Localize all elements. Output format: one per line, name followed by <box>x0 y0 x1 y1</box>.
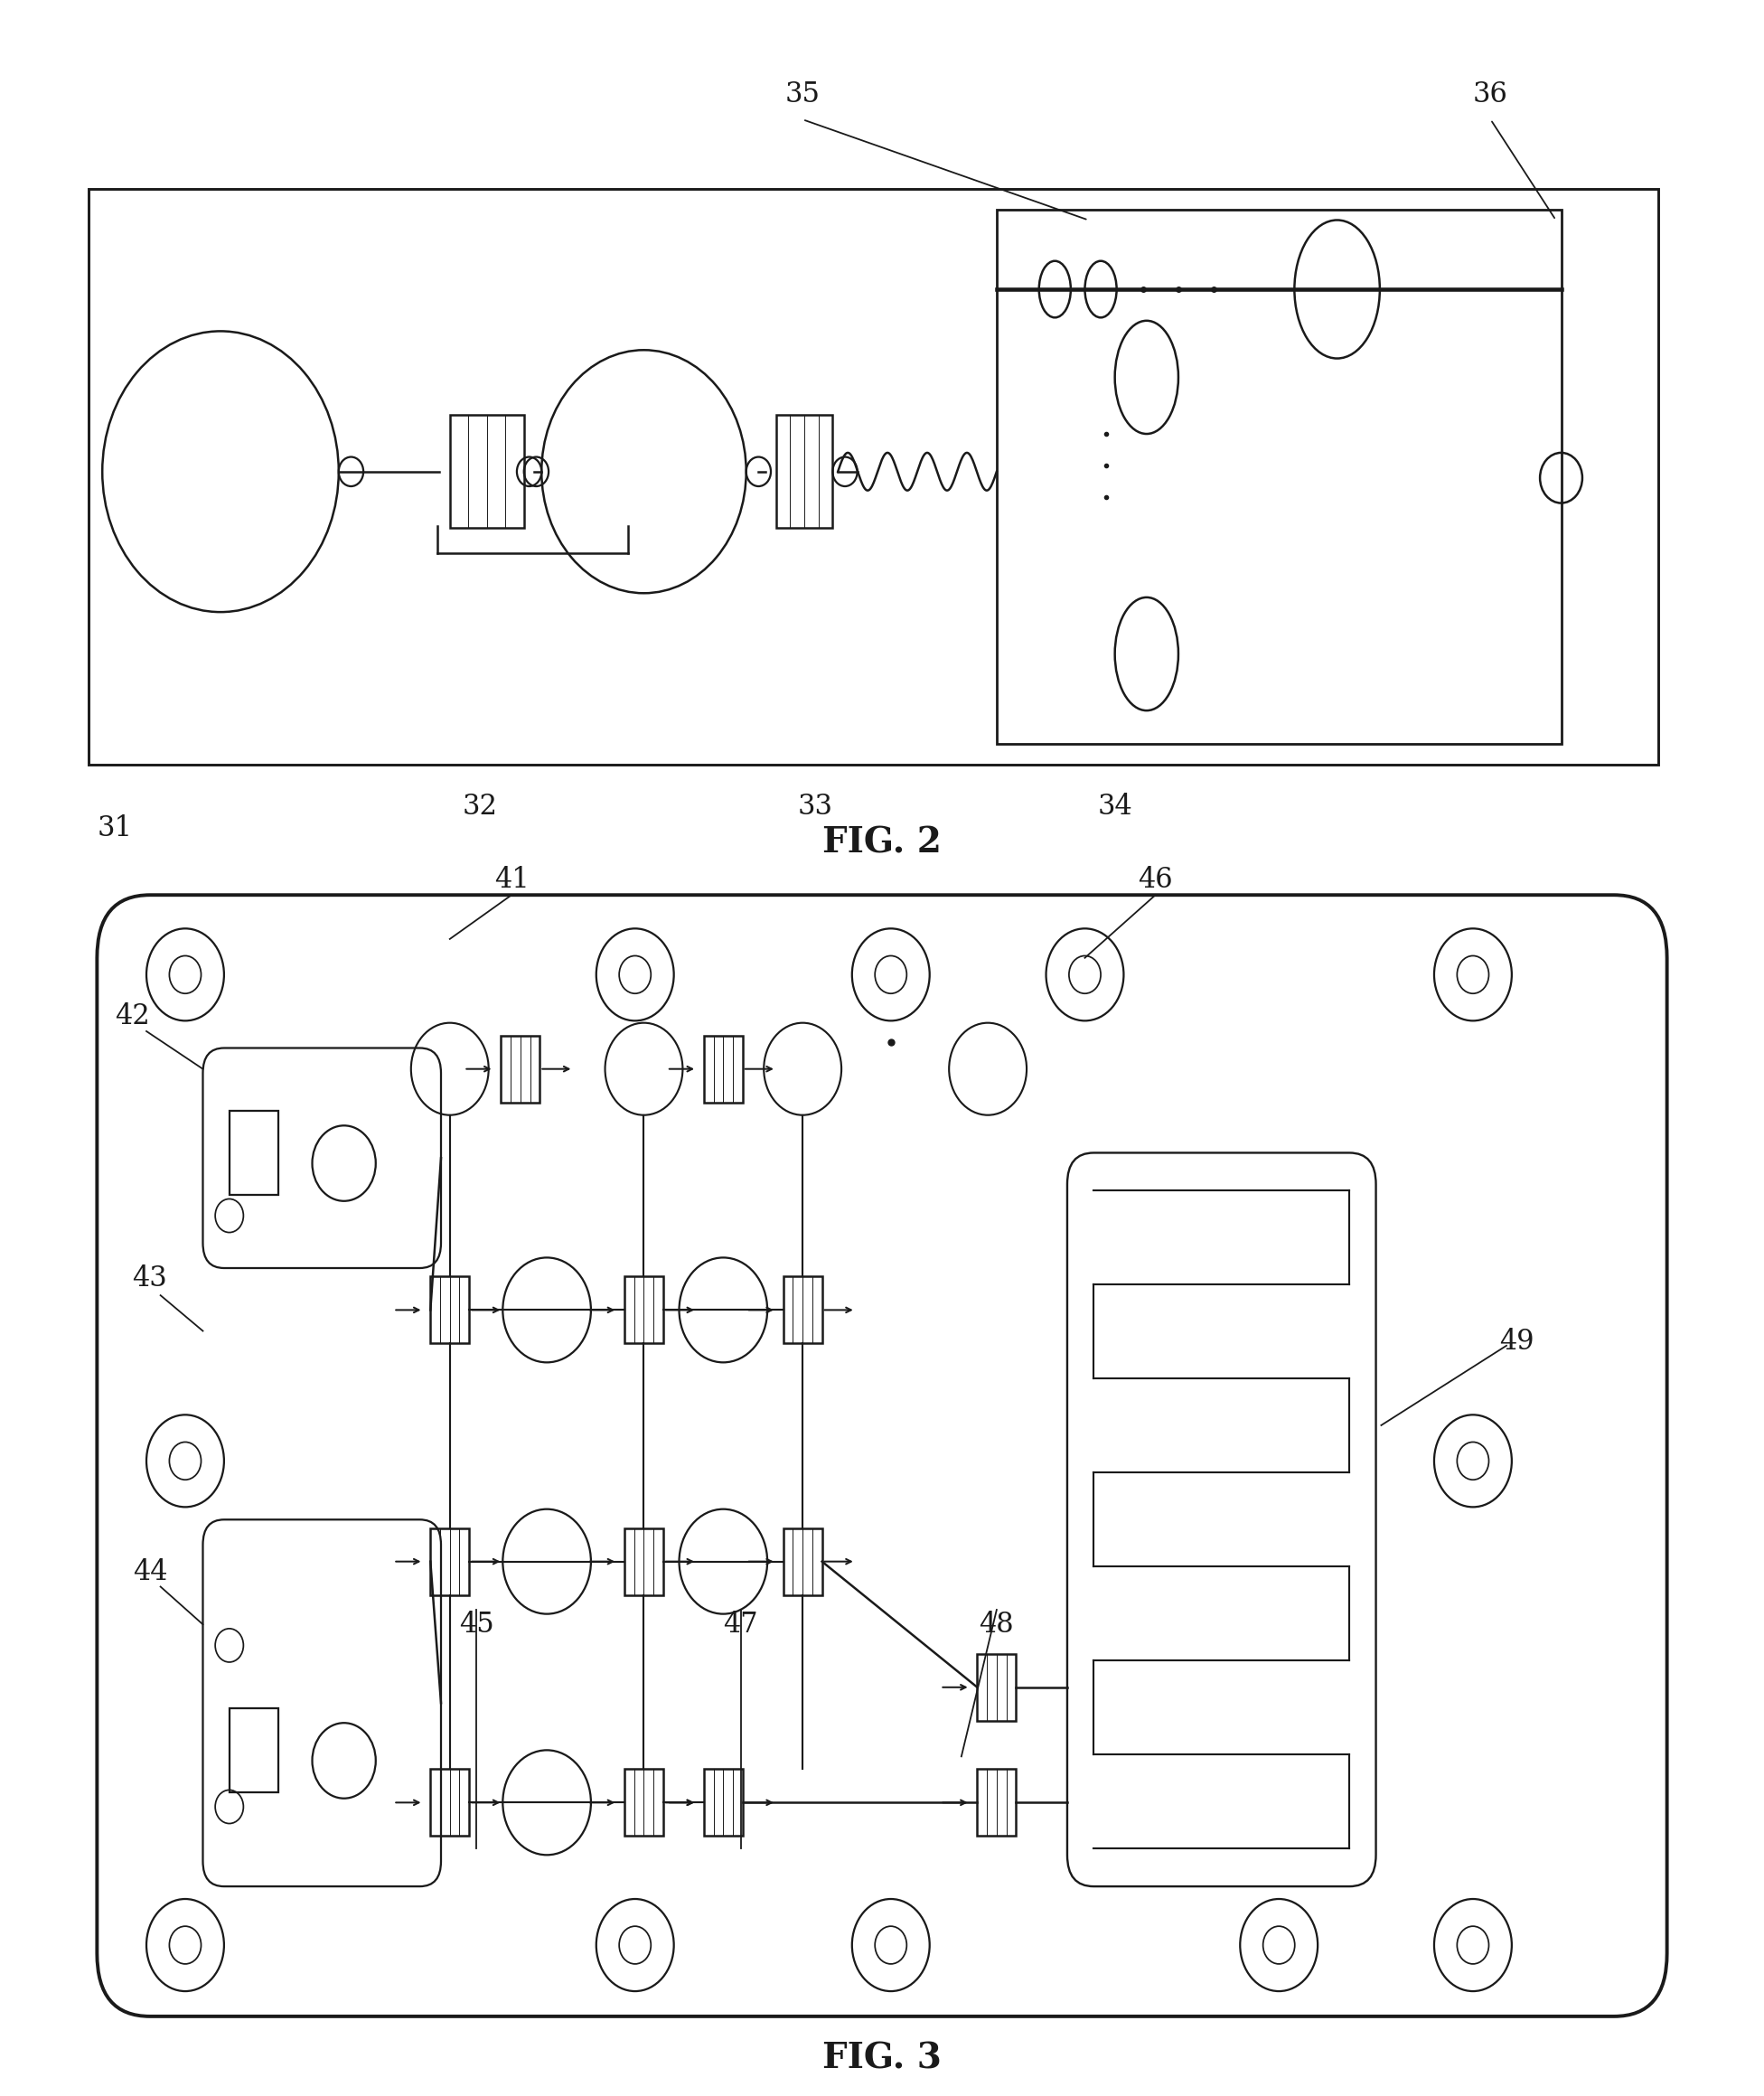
Text: 43: 43 <box>132 1264 168 1293</box>
Bar <box>997 210 1561 744</box>
Text: FIG. 3: FIG. 3 <box>822 2042 942 2075</box>
Text: 45: 45 <box>459 1610 494 1639</box>
Text: 47: 47 <box>723 1610 759 1639</box>
Bar <box>229 1708 279 1792</box>
Bar <box>430 1528 469 1595</box>
Bar <box>624 1769 663 1836</box>
Bar <box>704 1035 743 1102</box>
Text: FIG. 2: FIG. 2 <box>822 826 942 859</box>
Text: 31: 31 <box>97 813 132 843</box>
Bar <box>977 1769 1016 1836</box>
Text: 35: 35 <box>785 80 820 109</box>
Text: 32: 32 <box>462 792 497 822</box>
Bar <box>783 1276 822 1344</box>
Text: 46: 46 <box>1138 866 1173 895</box>
Bar <box>624 1528 663 1595</box>
Bar <box>430 1769 469 1836</box>
Bar <box>229 1111 279 1195</box>
Bar <box>88 189 1658 765</box>
Text: 49: 49 <box>1499 1327 1535 1356</box>
Text: 34: 34 <box>1097 792 1132 822</box>
Text: 44: 44 <box>132 1557 168 1587</box>
Bar <box>501 1035 540 1102</box>
Text: 41: 41 <box>494 866 529 895</box>
Bar <box>704 1769 743 1836</box>
Bar <box>783 1528 822 1595</box>
Text: 48: 48 <box>979 1610 1014 1639</box>
Text: 36: 36 <box>1473 80 1508 109</box>
Bar <box>430 1276 469 1344</box>
Text: 42: 42 <box>115 1002 150 1031</box>
Bar <box>977 1654 1016 1721</box>
Text: 33: 33 <box>797 792 833 822</box>
Bar <box>450 415 524 528</box>
Bar <box>624 1276 663 1344</box>
Bar <box>776 415 833 528</box>
